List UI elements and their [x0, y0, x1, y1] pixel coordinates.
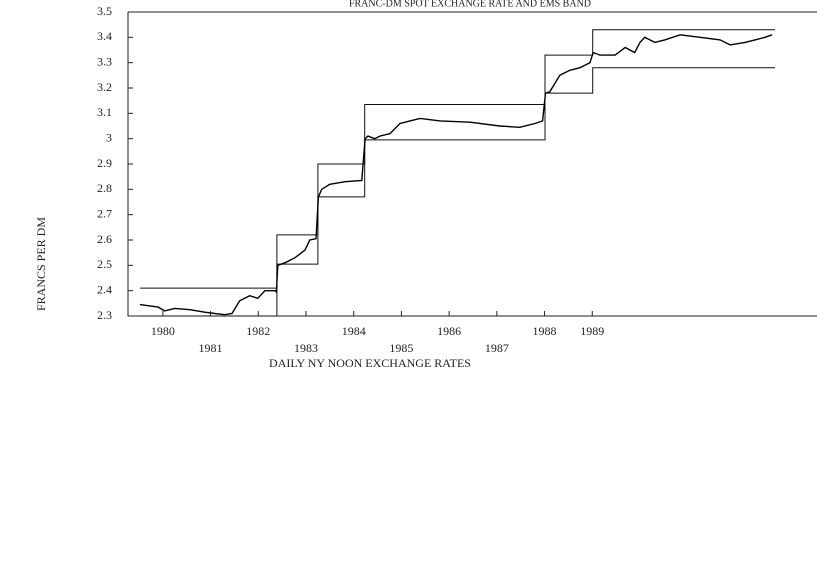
y-axis-label: FRANCS PER DM — [34, 217, 48, 311]
y-tick-label: 2.4 — [97, 282, 112, 296]
y-tick-label: 3.3 — [97, 54, 112, 68]
x-tick-label: 1985 — [389, 341, 413, 355]
x-tick-label: 1984 — [342, 324, 366, 338]
x-tick-label: 1988 — [533, 324, 557, 338]
x-tick-label: 1986 — [437, 324, 461, 338]
y-tick-label: 3.4 — [97, 29, 112, 43]
x-tick-label: 1983 — [294, 341, 318, 355]
y-tick-label: 2.3 — [97, 308, 112, 322]
y-tick-label: 3 — [106, 130, 112, 144]
y-tick-label: 2.6 — [97, 232, 112, 246]
y-tick-label: 3.5 — [97, 4, 112, 18]
x-tick-label: 1981 — [199, 341, 223, 355]
y-tick-label: 2.5 — [97, 257, 112, 271]
series-line — [139, 34, 773, 316]
y-tick-label: 3.1 — [97, 105, 112, 119]
chart-title: FRANC-DM SPOT EXCHANGE RATE AND EMS BAND — [349, 0, 591, 9]
x-tick-label: 1987 — [485, 341, 509, 355]
x-tick-label: 1982 — [246, 324, 270, 338]
series-line — [139, 29, 775, 289]
y-tick-label: 2.8 — [97, 181, 112, 195]
y-tick-label: 3.2 — [97, 80, 112, 94]
axis-frame — [127, 11, 817, 317]
x-axis-label: DAILY NY NOON EXCHANGE RATES — [269, 356, 471, 370]
y-tick-label: 2.9 — [97, 156, 112, 170]
x-tick-label: 1980 — [151, 324, 175, 338]
x-tick-label: 1989 — [580, 324, 604, 338]
y-tick-label: 2.7 — [97, 206, 112, 220]
